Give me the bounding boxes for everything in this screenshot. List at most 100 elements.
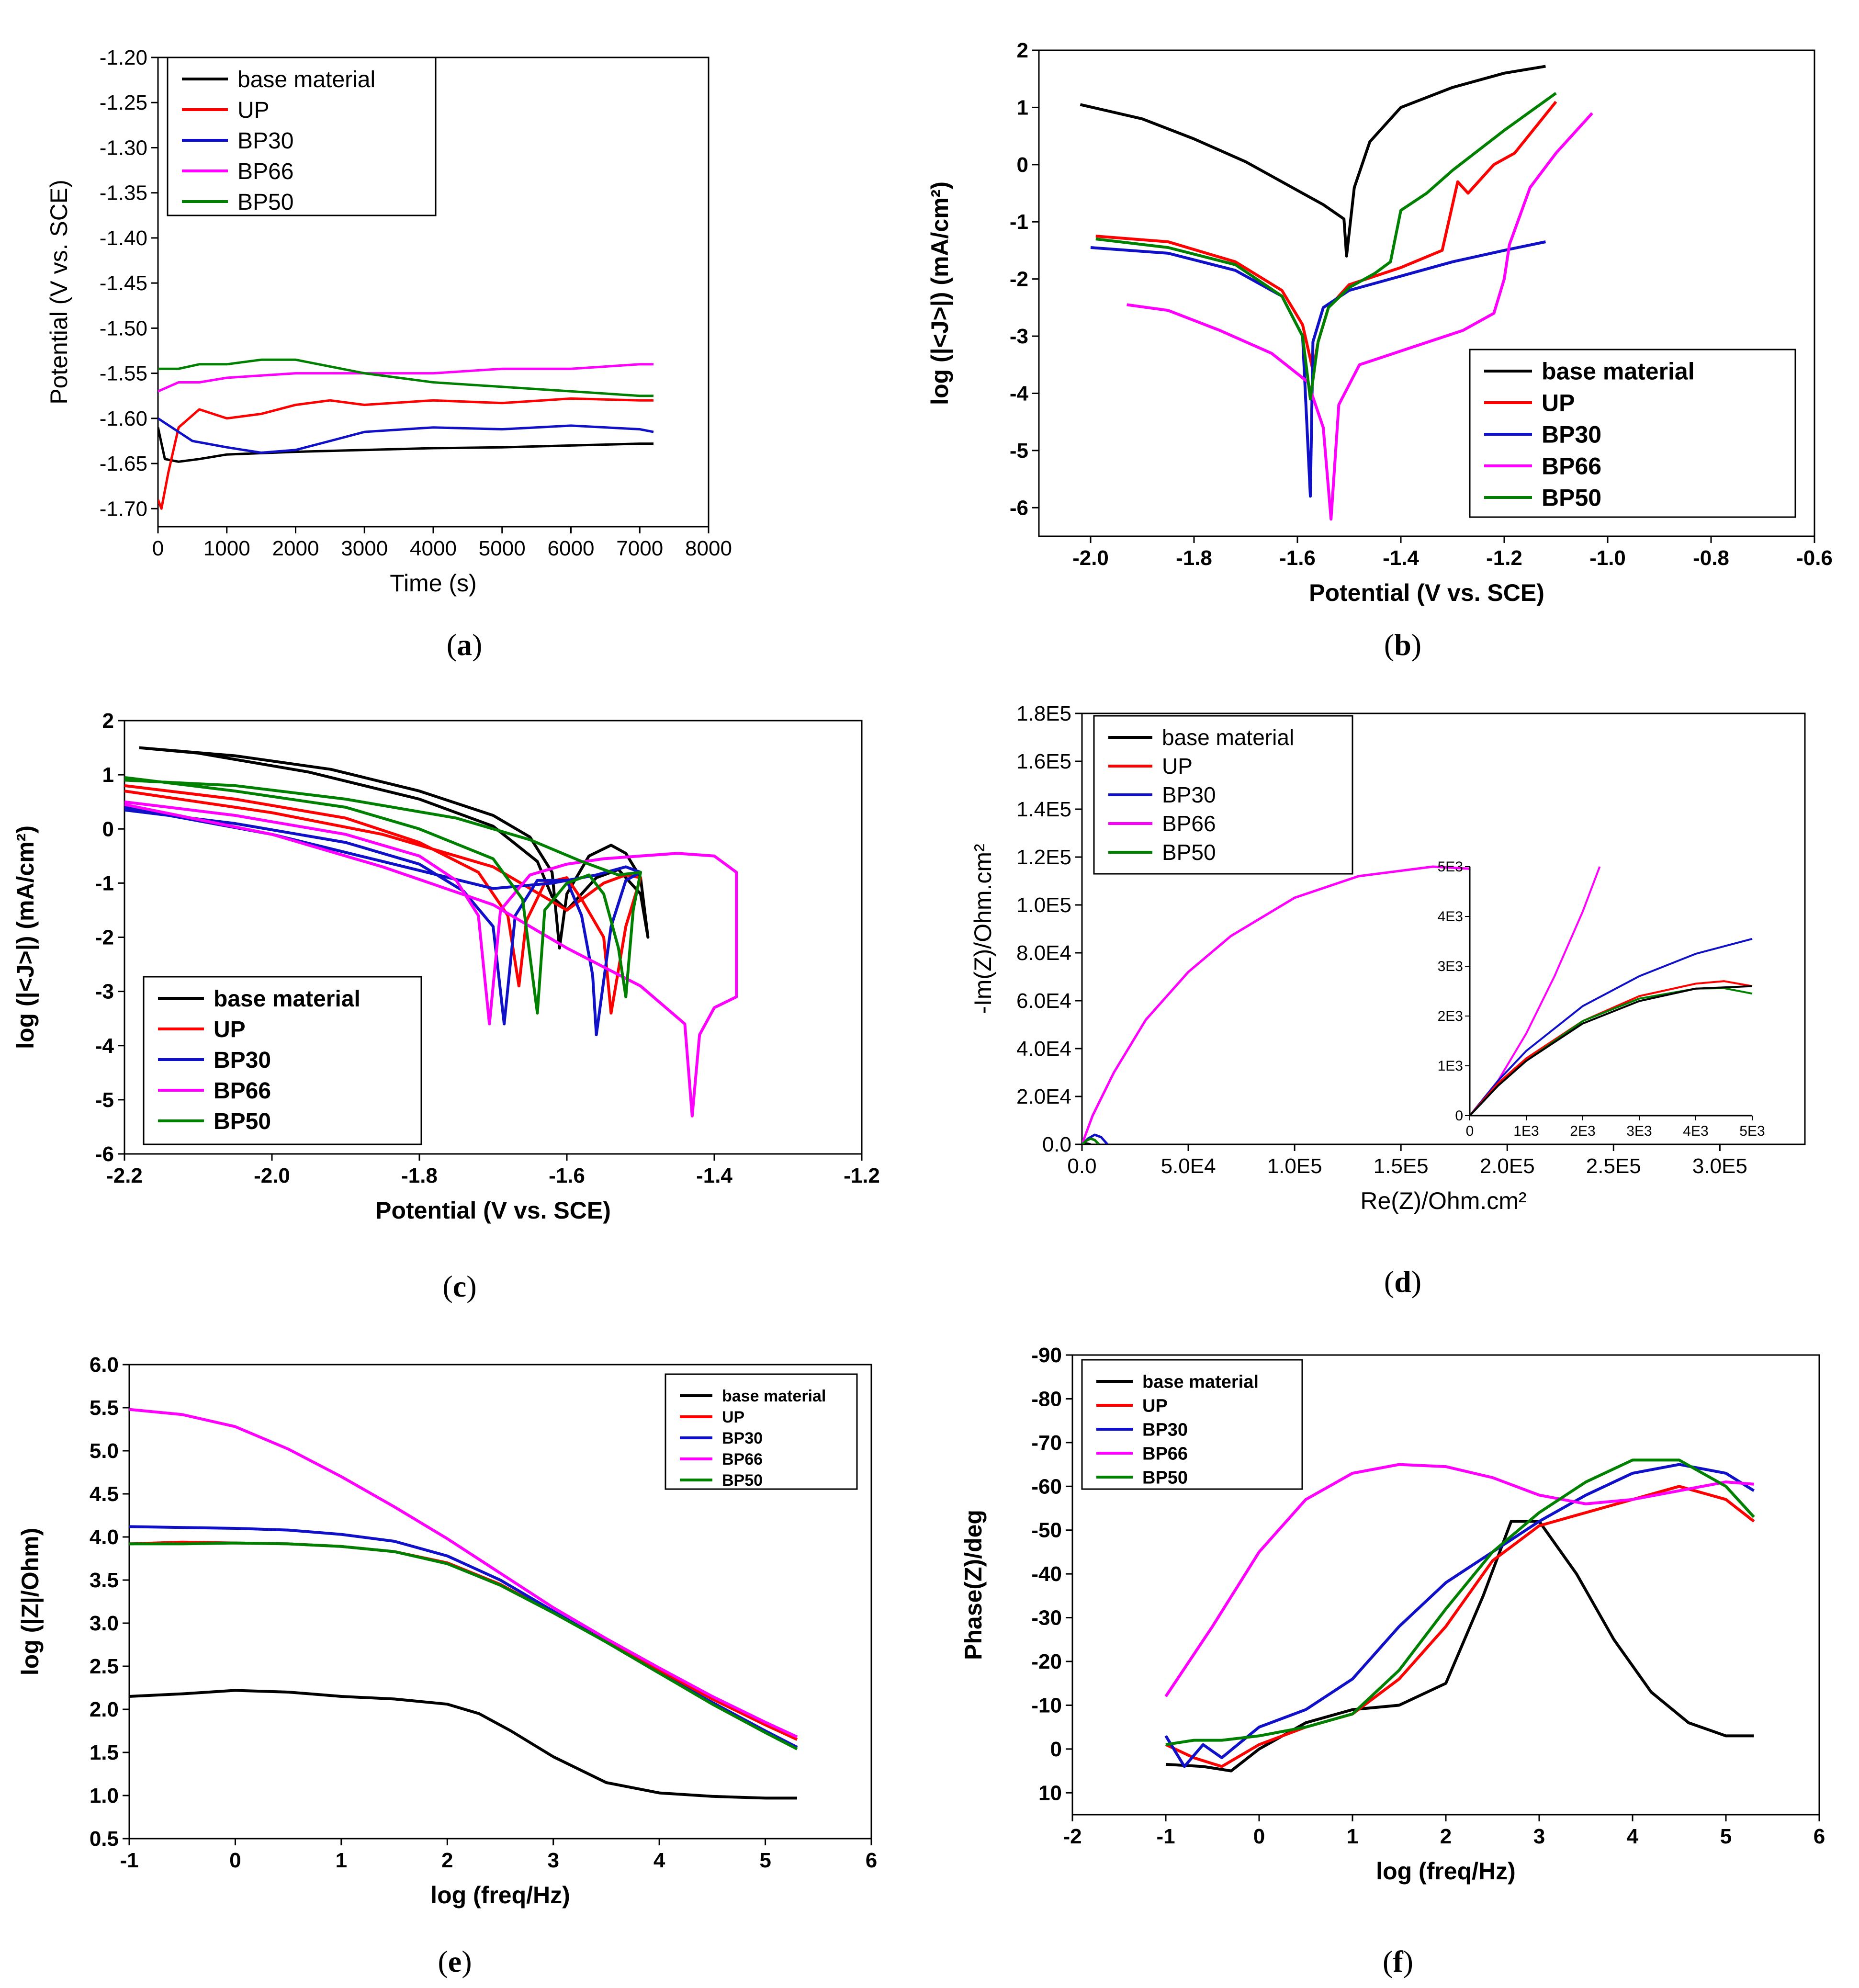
- inset-y-tick-label: 0: [1455, 1108, 1463, 1124]
- legend-box: [665, 1373, 858, 1490]
- x-tick-label: 6: [1814, 1825, 1825, 1848]
- legend-label: BP66: [722, 1450, 763, 1468]
- legend-label: UP: [1142, 1396, 1168, 1416]
- x-tick-label: 3.0E5: [1692, 1154, 1747, 1178]
- legend-label: BP66: [237, 159, 293, 184]
- series-line-bp50: [1165, 1458, 1755, 1746]
- x-tick-label: 2.5E5: [1586, 1154, 1641, 1178]
- caption-a-letter: a: [457, 628, 472, 662]
- caption-a: (a): [446, 628, 483, 662]
- inset-x-tick-label: 0: [1466, 1123, 1474, 1139]
- x-tick-label: -1.2: [844, 1164, 880, 1187]
- x-tick-label: -1.4: [696, 1164, 732, 1187]
- y-axis-label: Potential (V vs. SCE): [45, 180, 72, 405]
- caption-c: (c): [442, 1269, 477, 1303]
- chart-e-svg: -1 0 1 2 3 4 5 6 0.5 1.0 1.5 2.0 2.5 3.0 3.5 4.0 4.5 5.0 5…: [17, 1353, 877, 1909]
- legend-label: UP: [214, 1017, 246, 1042]
- legend-label: UP: [722, 1408, 744, 1426]
- legend-label: base material: [1142, 1372, 1259, 1392]
- y-tick-label: -1: [95, 871, 114, 895]
- legend-label: BP30: [1162, 782, 1216, 807]
- x-tick-label: 1: [336, 1849, 347, 1872]
- legend-label: BP50: [1542, 485, 1601, 511]
- x-tick-label: 8000: [685, 537, 732, 560]
- legend-label: UP: [1542, 390, 1575, 417]
- legend-label: BP30: [722, 1429, 763, 1447]
- y-tick-label: 2.0: [90, 1698, 119, 1721]
- series-line-bp66: [129, 1408, 798, 1739]
- caption-b: (b): [1384, 628, 1422, 662]
- y-tick-label: -1.30: [100, 136, 147, 159]
- chart-panel-e: -1 0 1 2 3 4 5 6 0.5 1.0 1.5 2.0 2.5 3.0 3.5 4.0 4.5 5.0 5…: [0, 1331, 929, 1954]
- x-tick-label: 6: [866, 1849, 877, 1872]
- x-tick-label: 3000: [341, 537, 388, 560]
- inset-y-tick-label: 5E3: [1438, 859, 1463, 875]
- inset-x-tick-label: 3E3: [1626, 1123, 1652, 1139]
- plot-frame-d: [1081, 712, 1806, 1145]
- caption-f-letter: f: [1393, 1944, 1403, 1978]
- inset-series-line-bp30: [1469, 938, 1753, 1117]
- y-tick-label: 2: [102, 709, 114, 733]
- x-tick-label: -0.6: [1796, 546, 1833, 570]
- y-tick-label: -1: [1010, 210, 1028, 234]
- y-axis-label: log (|Z|/Ohm): [17, 1528, 44, 1675]
- x-axis-label: Time (s): [390, 570, 476, 597]
- legend-label: BP50: [1162, 840, 1216, 865]
- series-line-bp30: [1090, 240, 1546, 498]
- x-tick-label: 1: [1347, 1825, 1358, 1848]
- chart-panel-b: -2.0 -1.8 -1.6 -1.4 -1.2 -1.0 -0.8 -0.6 -6 -5 -4 -3…: [926, 0, 1859, 622]
- y-tick-label: -20: [1031, 1650, 1062, 1673]
- y-tick-label: -1.45: [100, 271, 147, 295]
- y-tick-label: -1.55: [100, 362, 147, 385]
- caption-f: (f): [1383, 1944, 1413, 1978]
- y-tick-label: -2: [1010, 268, 1028, 291]
- x-tick-label: -2.0: [1072, 546, 1109, 570]
- x-tick-label: 2.0E5: [1480, 1154, 1535, 1178]
- caption-e-letter: e: [448, 1944, 462, 1978]
- x-axis-label: Re(Z)/Ohm.cm²: [1360, 1187, 1526, 1214]
- y-tick-label: -3: [1010, 325, 1028, 348]
- y-tick-label: -2: [95, 926, 114, 949]
- legend-label: BP66: [1142, 1444, 1188, 1464]
- plot-frame-e: [128, 1364, 872, 1840]
- x-axis-label: log (freq/Hz): [1376, 1858, 1516, 1885]
- inset-series-line-base-material: [1469, 985, 1753, 1117]
- caption-e: (e): [438, 1944, 472, 1978]
- y-tick-label: 1.0: [90, 1784, 119, 1807]
- y-tick-label: 1: [102, 763, 114, 787]
- legend-label: UP: [237, 98, 270, 123]
- x-tick-label: -1.0: [1589, 546, 1626, 570]
- y-tick-label: 1.0E5: [1016, 893, 1071, 917]
- x-tick-label: -1.8: [1176, 546, 1212, 570]
- series-group: [1080, 65, 1593, 521]
- x-tick-label: 0.0: [1067, 1154, 1096, 1178]
- series-line-bp30: [158, 417, 654, 454]
- series-group: [158, 358, 654, 510]
- y-tick-label: -40: [1031, 1562, 1062, 1586]
- x-tick-label: 7000: [616, 537, 663, 560]
- series-line-bp30: [124, 806, 642, 1037]
- legend-label: BP50: [237, 190, 293, 215]
- y-tick-label: 4.5: [90, 1482, 119, 1506]
- y-tick-label: 0: [102, 817, 114, 841]
- y-tick-label: -1.60: [100, 407, 147, 430]
- x-tick-label: 3: [1533, 1825, 1545, 1848]
- y-tick-label: -1.65: [100, 452, 147, 475]
- y-tick-label: -80: [1031, 1387, 1062, 1411]
- y-tick-label: -1.50: [100, 316, 147, 340]
- legend-label: BP50: [1142, 1468, 1188, 1488]
- x-tick-label: 0: [229, 1849, 241, 1872]
- legend-box: [167, 56, 437, 216]
- y-tick-label: -10: [1031, 1694, 1062, 1717]
- x-tick-label: 2: [441, 1849, 453, 1872]
- series-line-base-material: [129, 1689, 797, 1800]
- x-tick-label: 2000: [272, 537, 319, 560]
- y-tick-label: -1.40: [100, 226, 147, 250]
- caption-c-letter: c: [452, 1269, 467, 1303]
- y-tick-label: -60: [1031, 1475, 1062, 1498]
- x-tick-label: -1.6: [1279, 546, 1316, 570]
- legend-label: BP66: [1162, 811, 1216, 836]
- series-line-bp30: [129, 1525, 798, 1749]
- series-line-bp50: [129, 1541, 798, 1751]
- series-line-bp30: [1164, 1463, 1755, 1768]
